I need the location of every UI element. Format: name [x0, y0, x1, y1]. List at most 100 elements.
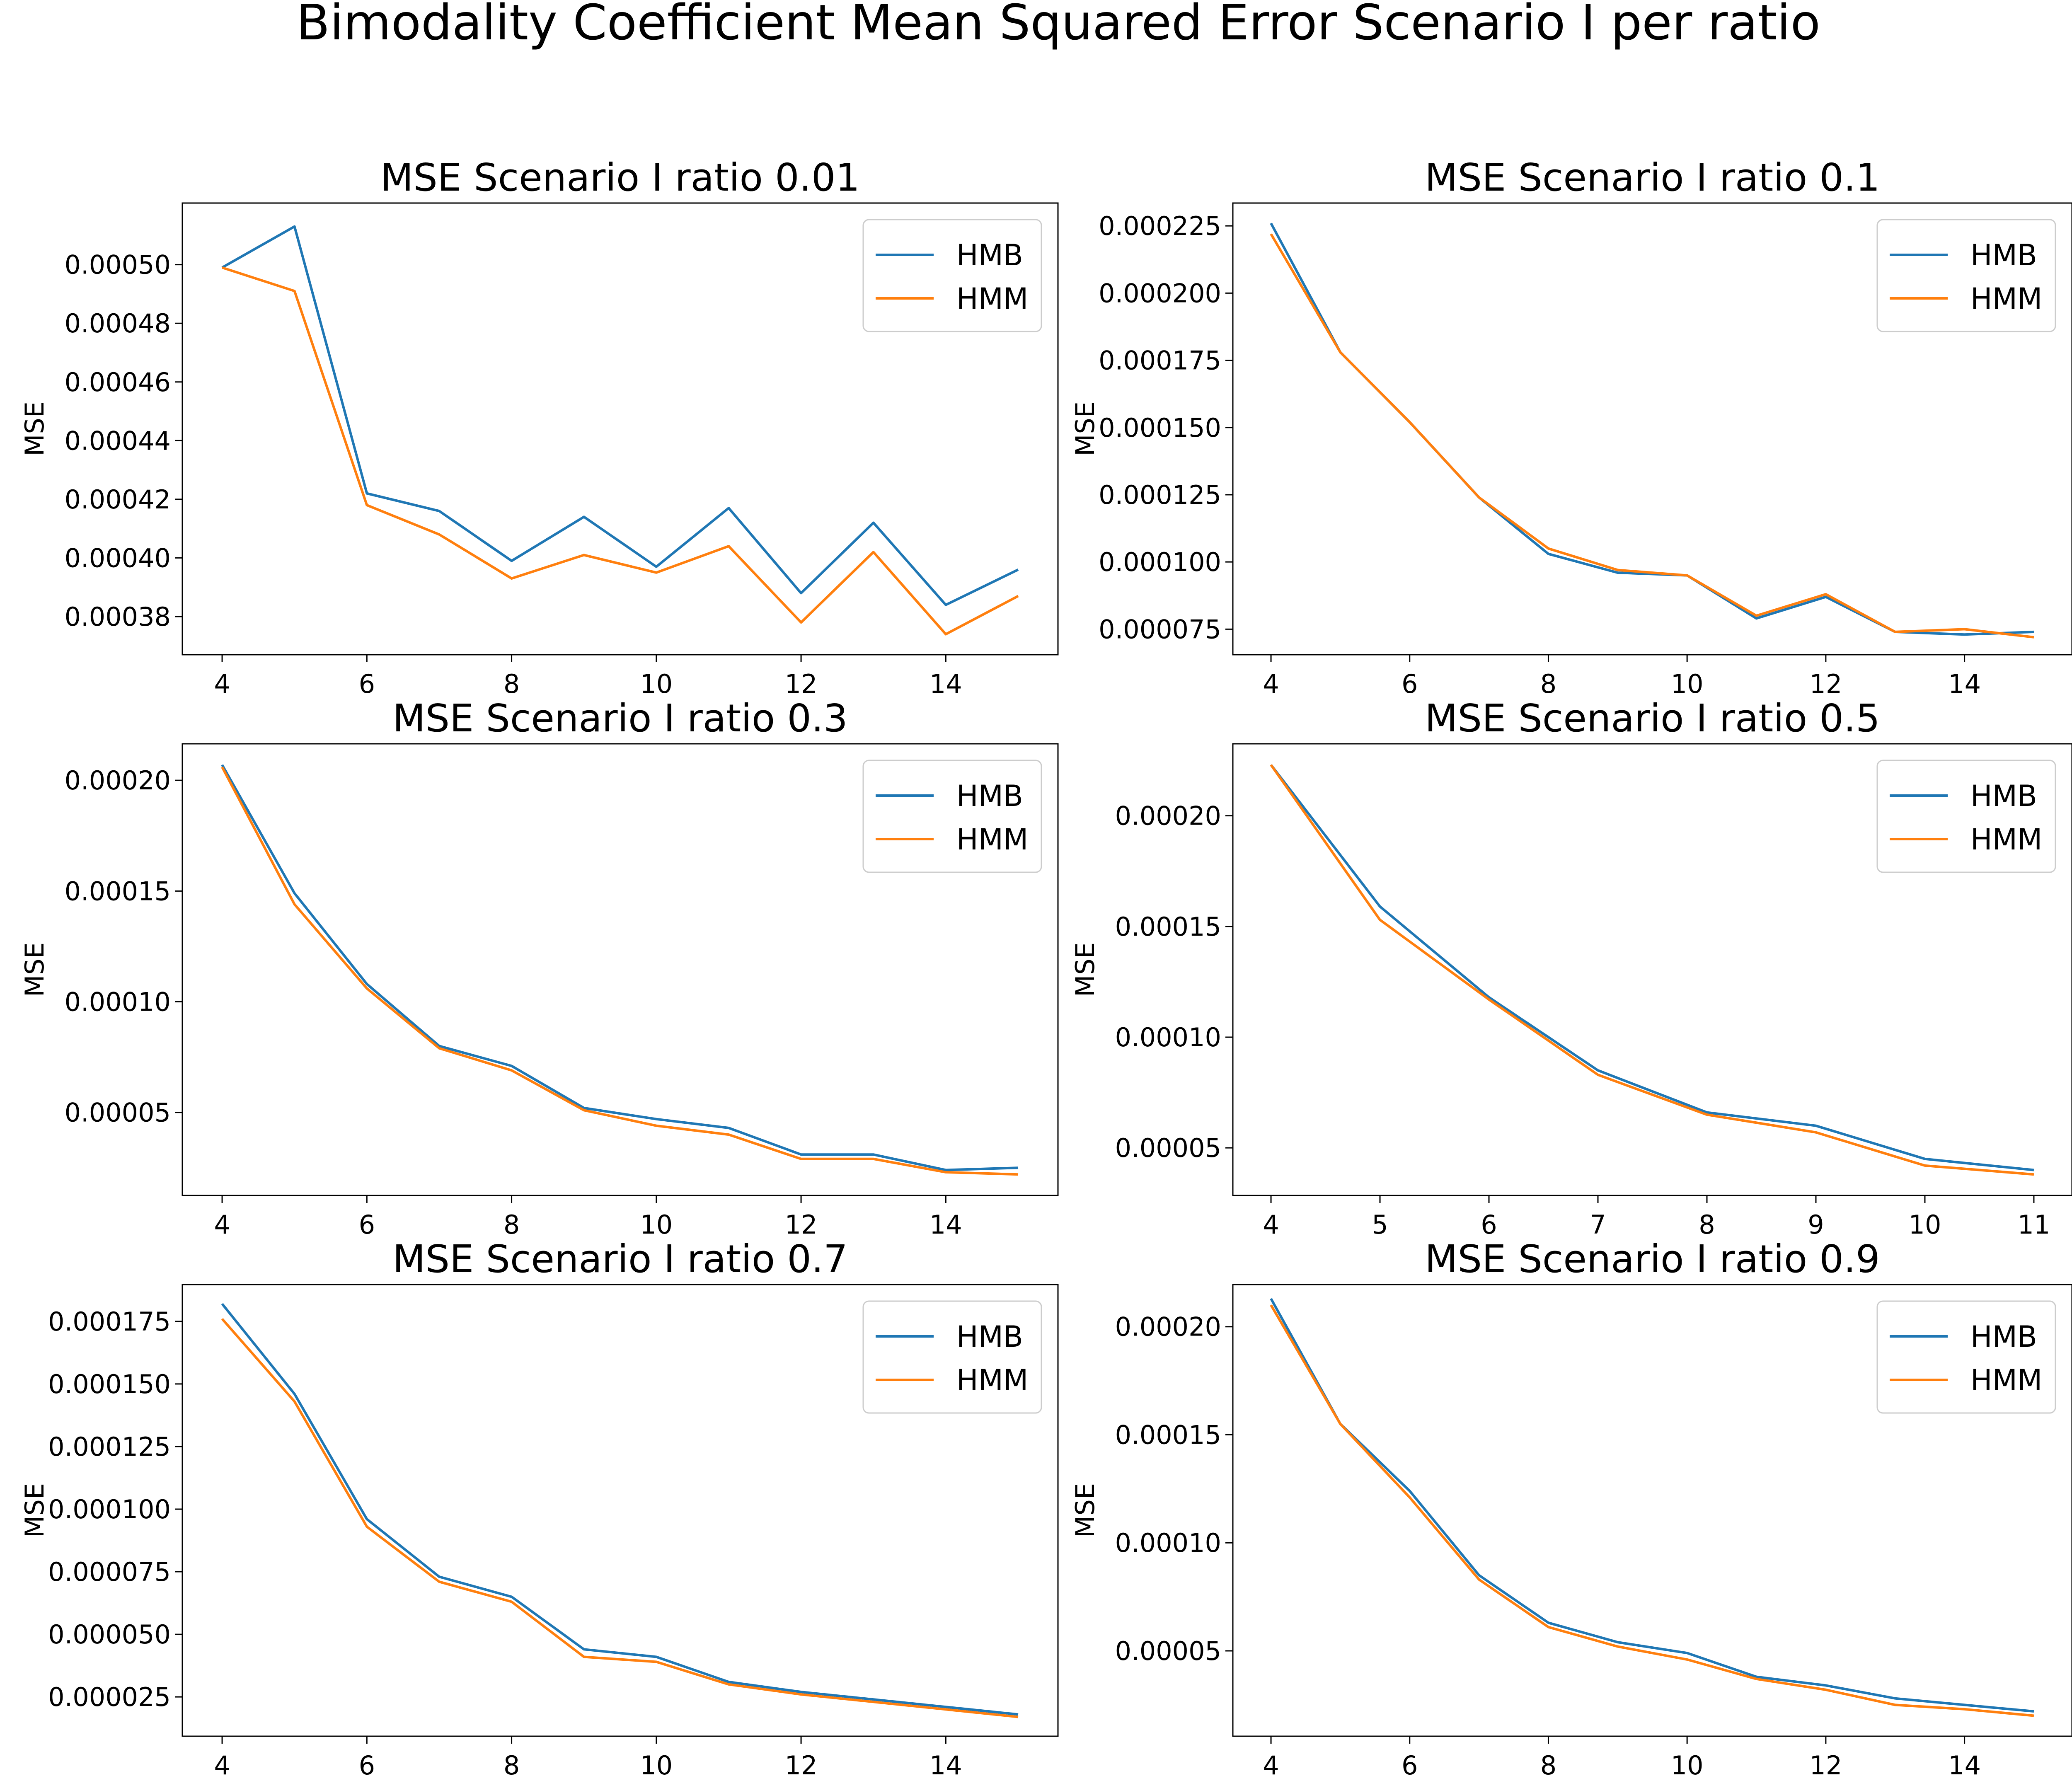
x-tick-label: 10 [1671, 669, 1704, 699]
y-tick-label: 0.000175 [48, 1307, 171, 1337]
x-tick-label: 4 [214, 1210, 230, 1240]
legend: HMB HMM [1876, 760, 2056, 873]
y-tick-label: 0.00015 [1115, 912, 1221, 942]
x-tick-label: 14 [929, 1210, 962, 1240]
series-line-hmm [1270, 233, 2034, 639]
x-tick-label: 4 [1263, 669, 1279, 699]
series-line-hmb [221, 225, 1019, 606]
y-tick-label: 0.00010 [1115, 1022, 1221, 1053]
legend: HMB HMM [1876, 1300, 2056, 1414]
legend-label: HMB [956, 238, 1023, 272]
x-tick-label: 7 [1590, 1210, 1606, 1240]
y-tick-label: 0.00020 [1115, 801, 1221, 831]
x-tick-label: 6 [1481, 1210, 1497, 1240]
x-tick-label: 8 [1540, 1750, 1556, 1776]
x-tick-label: 11 [2018, 1210, 2050, 1240]
y-tick-label: 0.00038 [65, 602, 171, 632]
y-tick-label: 0.00015 [65, 876, 171, 906]
x-tick-label: 4 [1263, 1750, 1279, 1776]
axes-frame [1232, 743, 2072, 1196]
legend-box [862, 219, 1042, 332]
y-tick-label: 0.00020 [1115, 1312, 1221, 1342]
legend-box [1876, 219, 2056, 332]
x-tick-label: 6 [359, 669, 375, 699]
legend: HMB HMM [1876, 219, 2056, 332]
legend: HMB HMM [862, 1300, 1042, 1414]
x-tick-label: 12 [785, 669, 818, 699]
y-axis-label: MSE [1070, 942, 1100, 997]
y-tick-label: 0.00005 [1115, 1133, 1221, 1163]
legend-label: HMB [956, 1320, 1023, 1354]
x-tick-label: 6 [1402, 669, 1418, 699]
x-tick-label: 12 [785, 1750, 818, 1776]
legend-label: HMB [1970, 779, 2037, 813]
x-tick-label: 8 [1699, 1210, 1715, 1240]
y-tick-label: 0.00005 [1115, 1636, 1221, 1666]
legend-label: HMM [1970, 1363, 2042, 1397]
legend-box [1876, 760, 2056, 873]
axes-frame [182, 1284, 1059, 1737]
y-tick-label: 0.000050 [48, 1619, 171, 1650]
legend-label: HMB [1970, 1320, 2037, 1354]
y-axis-label: MSE [19, 1483, 50, 1538]
y-tick-label: 0.000100 [48, 1494, 171, 1524]
x-tick-label: 8 [1540, 669, 1556, 699]
y-tick-label: 0.00048 [65, 308, 171, 339]
x-tick-label: 6 [1402, 1750, 1418, 1776]
series-line-hmm [1270, 1304, 2034, 1717]
series-line-hmb [1270, 764, 2034, 1171]
series-line-hmm [222, 266, 1019, 636]
legend-label: HMB [956, 779, 1023, 813]
axes-frame [1232, 1284, 2072, 1737]
y-axis-label: MSE [1070, 1483, 1100, 1538]
y-axis-label: MSE [19, 402, 50, 456]
series-line-hmm [221, 1318, 1019, 1718]
x-tick-label: 4 [1263, 1210, 1279, 1240]
subplot-6: MSE Scenario I ratio 0.9 4 6 8 10 12 14 0.00005… [1070, 1237, 2072, 1776]
subplot-1: MSE Scenario I ratio 0.01 4 6 8 10 12 14 0.0003… [19, 155, 1059, 699]
x-tick-label: 8 [503, 1210, 520, 1240]
series-line-hmb [1270, 1298, 2034, 1713]
x-tick-label: 14 [929, 669, 962, 699]
subplot-4: MSE Scenario I ratio 0.5 4 5 6 7 8 9 10 11 0.0000… [1070, 696, 2072, 1240]
y-axis-label: MSE [19, 942, 50, 997]
x-tick-label: 12 [785, 1210, 818, 1240]
x-tick-label: 4 [214, 1750, 230, 1776]
legend: HMB HMM [862, 760, 1042, 873]
y-tick-label: 0.00050 [65, 250, 171, 280]
x-tick-label: 14 [929, 1750, 962, 1776]
subplot-title: MSE Scenario I ratio 0.3 [392, 696, 847, 740]
x-tick-label: 4 [214, 669, 230, 699]
legend-label: HMM [1970, 823, 2042, 857]
x-tick-label: 8 [503, 1750, 520, 1776]
y-tick-label: 0.000175 [1099, 346, 1221, 376]
x-tick-label: 8 [503, 669, 520, 699]
y-tick-label: 0.00015 [1115, 1420, 1221, 1450]
y-tick-label: 0.000225 [1099, 211, 1221, 241]
x-tick-label: 9 [1808, 1210, 1824, 1240]
y-tick-label: 0.000100 [1099, 547, 1221, 577]
legend: HMB HMM [862, 219, 1042, 332]
legend-box [862, 760, 1042, 873]
series-line-hmm [221, 766, 1019, 1176]
y-tick-label: 0.00042 [65, 484, 171, 515]
y-tick-label: 0.00010 [1115, 1528, 1221, 1558]
subplot-title: MSE Scenario I ratio 0.7 [392, 1237, 847, 1281]
x-tick-label: 5 [1372, 1210, 1388, 1240]
x-tick-label: 6 [359, 1210, 375, 1240]
x-tick-label: 14 [1948, 669, 1981, 699]
axes-frame [182, 743, 1059, 1196]
y-tick-label: 0.000125 [48, 1432, 171, 1462]
x-tick-label: 10 [640, 1210, 673, 1240]
subplot-title: MSE Scenario I ratio 0.5 [1425, 696, 1880, 740]
y-tick-label: 0.000025 [48, 1682, 171, 1712]
x-tick-label: 12 [1809, 1750, 1842, 1776]
y-tick-label: 0.000075 [48, 1557, 171, 1587]
y-tick-label: 0.00005 [65, 1098, 171, 1128]
y-tick-label: 0.00020 [65, 765, 171, 796]
subplot-3: MSE Scenario I ratio 0.3 4 6 8 10 12 14 0.00005… [19, 696, 1059, 1240]
legend-label: HMM [1970, 282, 2042, 316]
y-tick-label: 0.000125 [1099, 480, 1221, 510]
x-tick-label: 10 [1909, 1210, 1941, 1240]
series-line-hmb [221, 1303, 1019, 1716]
